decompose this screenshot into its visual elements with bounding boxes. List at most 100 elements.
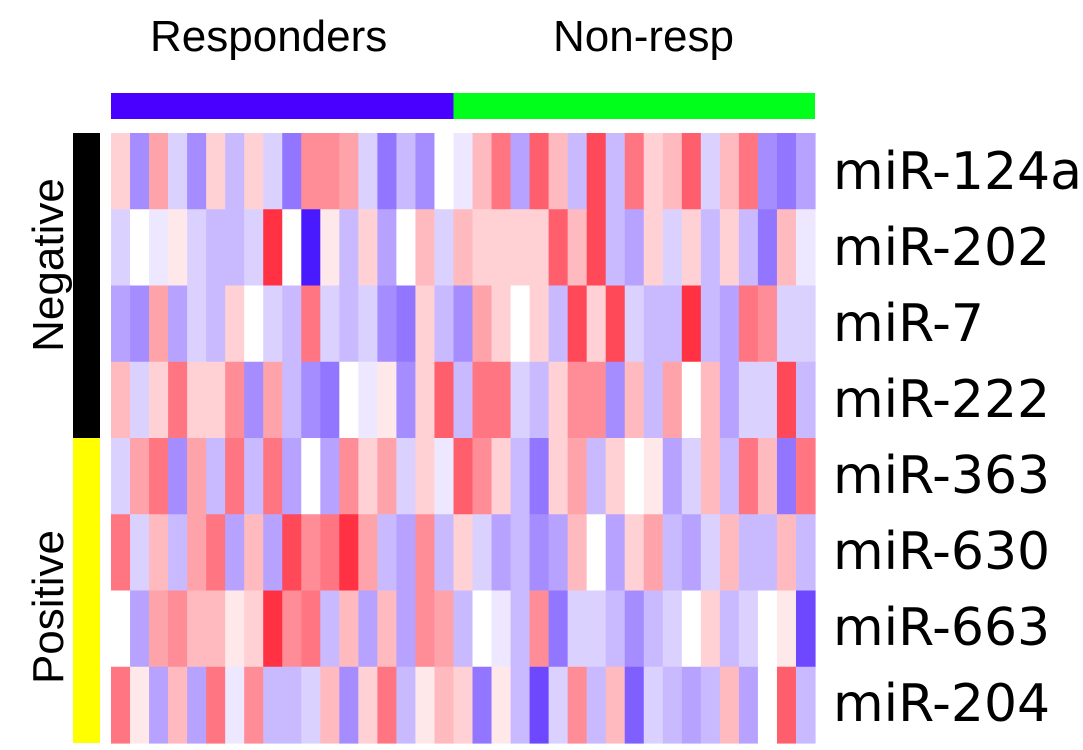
heatmap-cell-mir-7-col-15: [377, 285, 398, 363]
heatmap-cell-mir-630-col-3: [149, 514, 169, 592]
heatmap-cell-mir-222-col-17: [415, 361, 436, 439]
heatmap-cell-mir-202-col-25: [567, 209, 588, 287]
heatmap-cell-mir-630-col-9: [263, 514, 283, 592]
heatmap-cell-mir-7-col-16: [396, 285, 417, 363]
heatmap-cell-mir-363-col-15: [377, 438, 398, 515]
heatmap-cell-mir-204-col-15: [377, 666, 398, 744]
row-label-mir-630: miR-630: [833, 522, 1051, 582]
heatmap-cell-mir-124a-col-15: [377, 133, 398, 210]
heatmap-cell-mir-663-col-17: [415, 590, 436, 668]
heatmap-cell-mir-663-col-27: [605, 590, 626, 668]
row-label-mir-7: miR-7: [833, 294, 984, 354]
heatmap-cell-mir-124a-col-8: [244, 133, 264, 210]
heatmap-cell-mir-363-col-13: [339, 438, 359, 515]
heatmap-cell-mir-222-col-36: [776, 361, 797, 439]
heatmap-cell-mir-630-col-24: [548, 514, 569, 592]
heatmap-cell-mir-663-col-5: [187, 590, 207, 668]
heatmap-cell-mir-204-col-35: [757, 666, 778, 744]
heatmap-cell-mir-202-col-34: [738, 209, 759, 287]
heatmap-cell-mir-630-col-15: [377, 514, 398, 592]
heatmap-cell-mir-7-col-13: [339, 285, 359, 363]
heatmap-cell-mir-363-col-4: [168, 438, 188, 515]
heatmap-cell-mir-222-col-32: [700, 361, 721, 439]
heatmap-cell-mir-663-col-28: [624, 590, 645, 668]
heatmap-cell-mir-222-col-18: [434, 361, 455, 439]
heatmap-cell-mir-363-col-2: [130, 438, 150, 515]
heatmap-cell-mir-124a-col-3: [149, 133, 169, 210]
heatmap-cell-mir-222-col-9: [263, 361, 283, 439]
heatmap-cell-mir-124a-col-30: [662, 133, 683, 210]
heatmap-cell-mir-204-col-28: [624, 666, 645, 744]
heatmap-cell-mir-663-col-23: [529, 590, 550, 668]
heatmap-cell-mir-363-col-8: [244, 438, 264, 515]
heatmap-cell-mir-630-col-16: [396, 514, 417, 592]
heatmap-cell-mir-363-col-3: [149, 438, 169, 515]
heatmap-cell-mir-202-col-30: [662, 209, 683, 287]
heatmap-cell-mir-363-col-24: [548, 438, 569, 515]
heatmap-cell-mir-124a-col-14: [358, 133, 378, 210]
heatmap-cell-mir-124a-col-21: [491, 133, 512, 210]
row-label-mir-663: miR-663: [833, 598, 1051, 658]
heatmap-cell-mir-630-col-8: [244, 514, 264, 592]
heatmap-cell-mir-663-col-3: [149, 590, 169, 668]
heatmap-cell-mir-124a-col-18: [434, 133, 455, 210]
heatmap-cell-mir-124a-col-25: [567, 133, 588, 210]
heatmap-cell-mir-663-col-14: [358, 590, 378, 668]
heatmap-cell-mir-202-col-32: [700, 209, 721, 287]
heatmap-cell-mir-202-col-12: [320, 209, 340, 287]
heatmap-cell-mir-204-col-7: [225, 666, 245, 744]
heatmap-cell-mir-7-col-37: [795, 285, 816, 363]
column-group-bars: [111, 93, 815, 119]
heatmap-cell-mir-630-col-33: [719, 514, 740, 592]
heatmap-cell-mir-663-col-12: [320, 590, 340, 668]
heatmap-cell-mir-124a-col-2: [130, 133, 150, 210]
heatmap-cell-mir-202-col-21: [491, 209, 512, 287]
heatmap-cell-mir-630-col-14: [358, 514, 378, 592]
heatmap-cell-mir-7-col-34: [738, 285, 759, 363]
row-group-label-negative: Negative: [24, 178, 73, 352]
heatmap-cell-mir-124a-col-32: [700, 133, 721, 210]
heatmap-cell-mir-663-col-35: [757, 590, 778, 668]
heatmap-cell-mir-202-col-35: [757, 209, 778, 287]
heatmap-cell-mir-202-col-18: [434, 209, 455, 287]
heatmap-cell-mir-222-col-29: [643, 361, 664, 439]
heatmap-cell-mir-222-col-34: [738, 361, 759, 439]
heatmap-cell-mir-204-col-3: [149, 666, 169, 744]
heatmap-cell-mir-202-col-5: [187, 209, 207, 287]
heatmap-cell-mir-630-col-22: [510, 514, 531, 592]
heatmap-cell-mir-222-col-31: [681, 361, 702, 439]
heatmap-cell-mir-222-col-6: [206, 361, 226, 439]
heatmap-cell-mir-630-col-28: [624, 514, 645, 592]
heatmap-cell-mir-204-col-25: [567, 666, 588, 744]
heatmap-cell-mir-204-col-36: [776, 666, 797, 744]
heatmap-cell-mir-7-col-21: [491, 285, 512, 363]
heatmap-cell-mir-630-col-31: [681, 514, 702, 592]
heatmap-cell-mir-630-col-20: [472, 514, 493, 592]
heatmap-cell-mir-124a-col-16: [396, 133, 417, 210]
heatmap-cell-mir-630-col-26: [586, 514, 607, 592]
heatmap-cell-mir-663-col-16: [396, 590, 417, 668]
heatmap-cell-mir-7-col-30: [662, 285, 683, 363]
heatmap-cell-mir-363-col-10: [282, 438, 302, 515]
heatmap-cell-mir-222-col-25: [567, 361, 588, 439]
heatmap-cell-mir-222-col-2: [130, 361, 150, 439]
heatmap-cell-mir-663-col-6: [206, 590, 226, 668]
heatmap-cell-mir-202-col-36: [776, 209, 797, 287]
heatmap-cell-mir-7-col-25: [567, 285, 588, 363]
heatmap-cell-mir-202-col-15: [377, 209, 398, 287]
heatmap-cell-mir-202-col-6: [206, 209, 226, 287]
heatmap-cell-mir-7-col-1: [111, 285, 131, 363]
heatmap-cell-mir-7-col-17: [415, 285, 436, 363]
heatmap-cell-mir-124a-col-35: [757, 133, 778, 210]
heatmap-cell-mir-204-col-33: [719, 666, 740, 744]
heatmap-cell-mir-222-col-3: [149, 361, 169, 439]
heatmap-cell-mir-630-col-5: [187, 514, 207, 592]
heatmap-cell-mir-363-col-20: [472, 438, 493, 515]
heatmap-cell-mir-124a-col-9: [263, 133, 283, 210]
heatmap-cell-mir-202-col-8: [244, 209, 264, 287]
heatmap-cell-mir-222-col-5: [187, 361, 207, 439]
heatmap-cell-mir-363-col-32: [700, 438, 721, 515]
heatmap-cell-mir-202-col-22: [510, 209, 531, 287]
heatmap-cell-mir-7-col-32: [700, 285, 721, 363]
heatmap-cell-mir-222-col-33: [719, 361, 740, 439]
